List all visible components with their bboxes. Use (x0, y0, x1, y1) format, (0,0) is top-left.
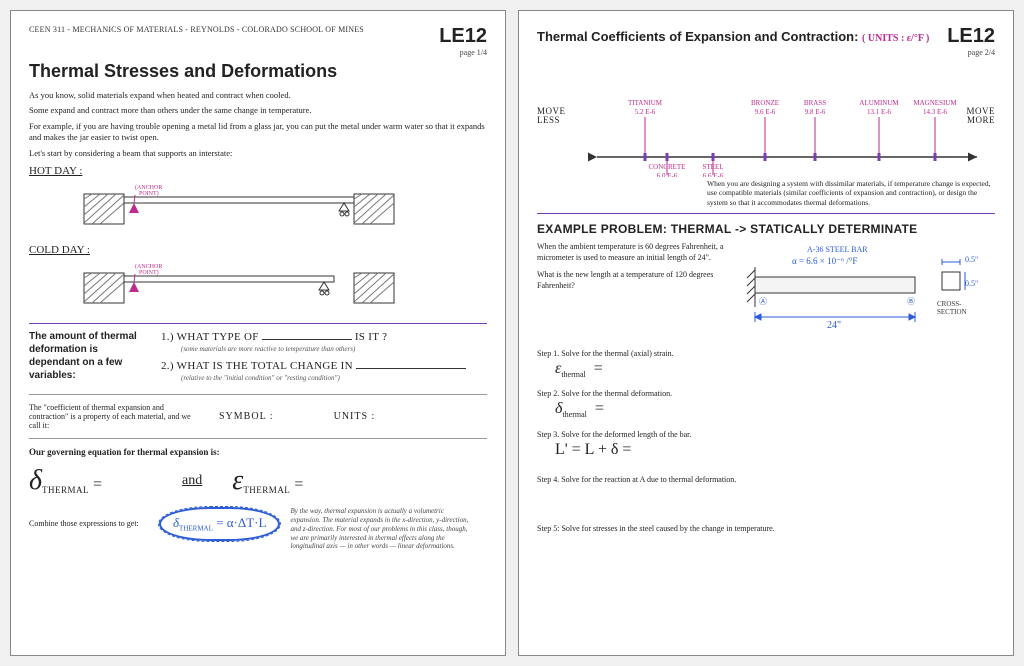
volumetric-note: By the way, thermal expansion is actuall… (290, 507, 470, 551)
coefficient-axis: TITANIUM5.2 E-6 CONCRETE6.0 E-6 STEEL6.6 E… (537, 57, 997, 177)
coef-text: The "coefficient of thermal expansion an… (29, 403, 199, 430)
combine-row: Combine those expressions to get: δTHERM… (29, 507, 487, 551)
epsilon-symbol: εTHERMAL = (232, 465, 303, 497)
divider-1 (29, 323, 487, 324)
code-2: LE12 (947, 25, 995, 48)
q1a: 1.) WHAT TYPE OF (161, 331, 259, 343)
svg-text:0.5": 0.5" (965, 255, 978, 264)
svg-text:5.2 E-6: 5.2 E-6 (635, 108, 656, 116)
eq-3: L' = L + δ = (555, 441, 995, 459)
and-label: and (182, 473, 202, 489)
cold-label: COLD DAY : (29, 244, 90, 256)
prob-p2: What is the new length at a temperature … (537, 270, 727, 292)
lecture-code: LE12 page 1/4 (439, 25, 487, 57)
questions: 1.) WHAT TYPE OF IS IT ? (some materials… (161, 330, 487, 388)
svg-text:9.6 E-6: 9.6 E-6 (755, 108, 776, 116)
svg-text:STEEL: STEEL (703, 163, 724, 171)
svg-text:6.6 E-6: 6.6 E-6 (703, 172, 724, 177)
svg-text:BRASS: BRASS (804, 99, 826, 107)
alpha-label: α = 6.6 × 10⁻⁶ /°F (792, 256, 857, 266)
divider-3 (29, 438, 487, 439)
variables-block: The amount of thermal deformation is dep… (29, 330, 487, 388)
units-note: ( UNITS : ε/°F ) (862, 33, 929, 44)
page-2: Thermal Coefficients of Expansion and Co… (518, 10, 1014, 656)
step-4: Step 4. Solve for the reaction at A due … (537, 475, 995, 484)
q2-note: (relative to the "initial condition" or … (181, 374, 487, 382)
svg-text:POINT): POINT) (139, 269, 159, 276)
page-num-2: page 2/4 (947, 48, 995, 57)
q1-blank (262, 330, 352, 340)
prob-p1: When the ambient temperature is 60 degre… (537, 242, 727, 264)
svg-text:Ⓑ: Ⓑ (907, 297, 915, 306)
anchor-note: (ANCHOR (135, 184, 162, 191)
svg-text:(ANCHOR: (ANCHOR (135, 263, 162, 270)
svg-text:SECTION: SECTION (937, 308, 967, 316)
hot-day-block: HOT DAY : (ANCHOR POINT) (29, 165, 487, 234)
lecture-code-2: LE12 page 2/4 (947, 25, 995, 57)
eq-2: δthermal = (555, 400, 995, 419)
step-5: Step 5: Solve for stresses in the steel … (537, 524, 995, 533)
page-num: page 1/4 (439, 48, 487, 57)
q2a: 2.) WHAT IS THE TOTAL CHANGE IN (161, 360, 353, 372)
svg-text:Ⓐ: Ⓐ (759, 297, 767, 306)
equation-row: δTHERMAL = and εTHERMAL = (29, 465, 487, 497)
svg-text:BRONZE: BRONZE (751, 99, 779, 107)
svg-text:9.8 E-6: 9.8 E-6 (805, 108, 826, 116)
p2: Some expand and contract more than other… (29, 105, 487, 116)
p4: Let's start by considering a beam that s… (29, 148, 487, 159)
header-row-2: Thermal Coefficients of Expansion and Co… (537, 25, 995, 57)
eq-1: εthermal = (555, 360, 995, 379)
svg-text:14.3 E-6: 14.3 E-6 (923, 108, 948, 116)
delta-symbol: δTHERMAL = (29, 465, 102, 497)
svg-text:6.0 E-6: 6.0 E-6 (657, 172, 678, 177)
page-1: CEEN 311 - MECHANICS OF MATERIALS - REYN… (10, 10, 506, 656)
example-heading: EXAMPLE PROBLEM: THERMAL -> STATICALLY D… (537, 222, 995, 236)
page-title: Thermal Stresses and Deformations (29, 61, 487, 82)
step-3: Step 3. Solve for the deformed length of… (537, 430, 995, 439)
governing-label: Our governing equation for thermal expan… (29, 447, 487, 457)
svg-text:CROSS-: CROSS- (937, 300, 962, 308)
coefficient-row: The "coefficient of thermal expansion an… (29, 403, 487, 430)
design-note: When you are designing a system with dis… (707, 179, 995, 207)
svg-text:POINT): POINT) (139, 190, 159, 197)
q2-blank (356, 359, 466, 369)
units-label: UNITS : (334, 411, 376, 422)
p3: For example, if you are having trouble o… (29, 121, 487, 144)
symbol-label: SYMBOL : (219, 411, 274, 422)
hot-beam-diagram: (ANCHOR POINT) (79, 179, 399, 234)
bar-label: A-36 STEEL BAR (807, 245, 868, 254)
move-more-label: MOVEMORE (967, 107, 996, 125)
q1-note: (some materials are more reactive to tem… (181, 345, 487, 353)
q2: 2.) WHAT IS THE TOTAL CHANGE IN (161, 359, 487, 372)
svg-text:MAGNESIUM: MAGNESIUM (913, 99, 957, 107)
title-2: Thermal Coefficients of Expansion and Co… (537, 29, 947, 44)
step-2: Step 2. Solve for the thermal deformatio… (537, 389, 995, 398)
svg-text:TITANIUM: TITANIUM (628, 99, 663, 107)
title2-text: Thermal Coefficients of Expansion and Co… (537, 29, 858, 44)
p1: As you know, solid materials expand when… (29, 90, 487, 101)
bar-diagram: A-36 STEEL BAR α = 6.6 × 10⁻⁶ /°F Ⓐ Ⓑ (737, 242, 995, 339)
divider-2 (29, 394, 487, 395)
svg-text:0.5": 0.5" (965, 279, 978, 288)
combine-label: Combine those expressions to get: (29, 507, 149, 528)
code: LE12 (439, 25, 487, 48)
q1b: IS IT ? (355, 331, 387, 343)
q1: 1.) WHAT TYPE OF IS IT ? (161, 330, 487, 343)
hot-label: HOT DAY : (29, 165, 82, 177)
svg-text:ALUMINUM: ALUMINUM (859, 99, 899, 107)
cold-beam-diagram: (ANCHOR POINT) (79, 258, 399, 313)
course-line: CEEN 311 - MECHANICS OF MATERIALS - REYN… (29, 25, 364, 34)
svg-text:13.1 E-6: 13.1 E-6 (867, 108, 892, 116)
svg-text:24": 24" (827, 320, 841, 331)
header-row: CEEN 311 - MECHANICS OF MATERIALS - REYN… (29, 25, 487, 57)
cloud-equation: δTHERMAL = α·ΔT·L (159, 507, 280, 541)
svg-text:CONCRETE: CONCRETE (649, 163, 686, 171)
move-less-label: MOVELESS (537, 107, 566, 125)
divider-p2 (537, 213, 995, 214)
problem-text: When the ambient temperature is 60 degre… (537, 242, 727, 339)
cold-day-block: COLD DAY : (ANCHOR POINT) (29, 244, 487, 313)
example-row: When the ambient temperature is 60 degre… (537, 242, 995, 339)
step-1: Step 1. Solve for the thermal (axial) st… (537, 349, 995, 358)
vars-lead: The amount of thermal deformation is dep… (29, 330, 149, 382)
